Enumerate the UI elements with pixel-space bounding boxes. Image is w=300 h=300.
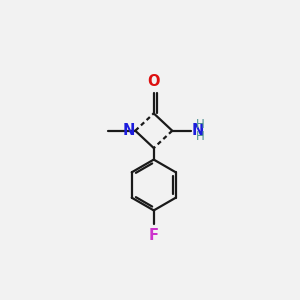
Text: F: F	[149, 228, 159, 243]
Text: H: H	[196, 118, 204, 131]
Text: N: N	[123, 123, 135, 138]
Text: N: N	[191, 123, 204, 138]
Text: H: H	[196, 130, 204, 143]
Text: O: O	[148, 74, 160, 89]
